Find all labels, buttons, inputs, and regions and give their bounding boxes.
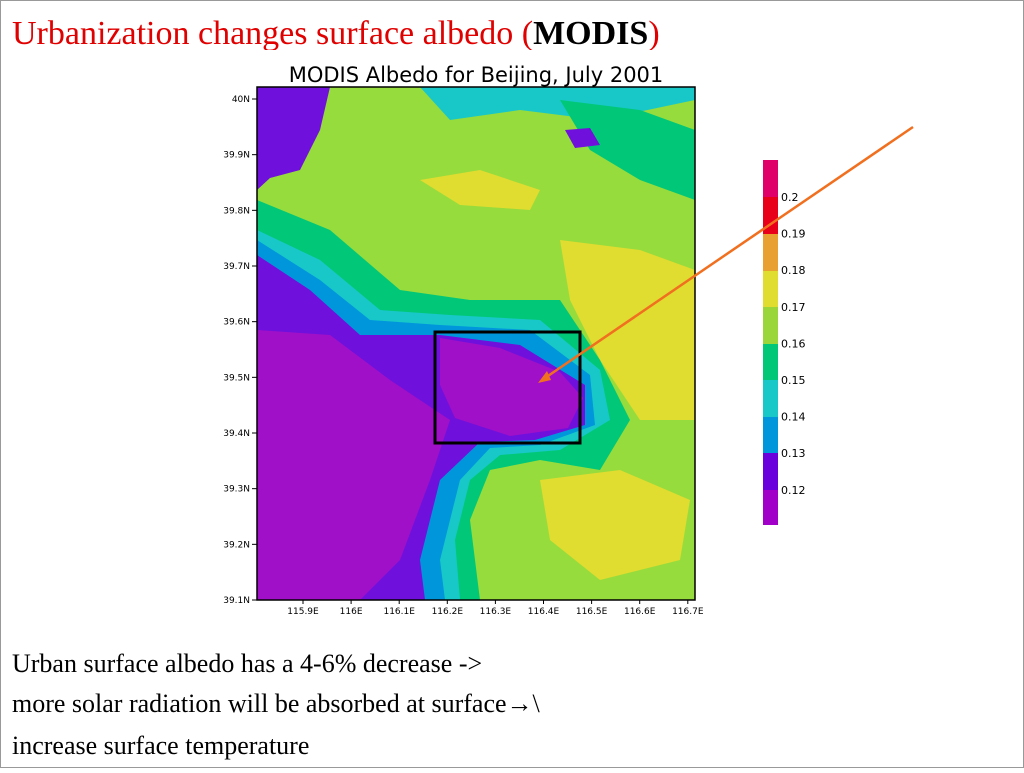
y-label: 39.6N [223,318,250,328]
x-label: 116.2E [432,607,464,617]
x-label: 116.7E [672,607,704,617]
colorbar-label: 0.19 [781,228,806,241]
colorbar: 0.2 0.19 0.18 0.17 0.16 0.15 0.14 0.13 0.12 [763,160,806,525]
colorbar-label: 0.18 [781,264,806,277]
x-labels: 115.9E 116E 116.1E 116.2E 116.3E 116.4E 116.5E… [287,600,704,617]
x-label: 116E [340,607,363,617]
y-label: 39.8N [223,206,250,216]
colorbar-label: 0.15 [781,374,806,387]
body-line: Urban surface albedo has a 4-6% decrease… [12,649,482,678]
map-title: MODIS Albedo for Beijing, July 2001 [289,63,664,87]
x-label: 115.9E [287,607,319,617]
y-label: 40N [232,95,250,105]
colorbar-label: 0.13 [781,447,806,460]
title-bold: MODIS [533,15,648,52]
body-text: Urban surface albedo has a 4-6% decrease… [12,649,541,760]
contour-map [257,87,695,600]
y-label: 39.5N [223,373,250,383]
y-label: 39.7N [223,262,250,272]
y-label: 39.3N [223,485,250,495]
urban-box [433,330,582,445]
body-line: more solar radiation will be absorbed at… [12,689,541,718]
x-label: 116.5E [576,607,608,617]
x-label: 116.4E [528,607,560,617]
title-end: ) [648,15,659,52]
colorbar-label: 0.16 [781,337,806,350]
arrow-head [538,371,551,383]
body-line: increase surface temperature [12,731,309,760]
x-label: 116.3E [480,607,512,617]
y-label: 39.4N [223,429,250,439]
y-labels: 40N 39.9N 39.8N 39.7N 39.6N 39.5N 39.4N 39.3N 39… [223,95,257,606]
colorbar-label: 0.2 [781,191,799,204]
colorbar-label: 0.14 [781,411,806,424]
x-label: 116.1E [383,607,415,617]
x-label: 116.6E [624,607,656,617]
y-label: 39.9N [223,151,250,161]
title-text: Urbanization changes surface albedo ( [12,15,533,52]
slide-title: Urbanization changes surface albedo (MOD… [12,15,660,52]
colorbar-label: 0.17 [781,301,806,314]
map-figure: MODIS Albedo for Beijing, July 2001 40N 3… [205,50,715,625]
pointer-arrow [544,125,914,380]
map-frame [256,86,696,601]
y-label: 39.1N [223,596,250,606]
colorbar-label: 0.12 [781,484,806,497]
y-label: 39.2N [223,540,250,550]
